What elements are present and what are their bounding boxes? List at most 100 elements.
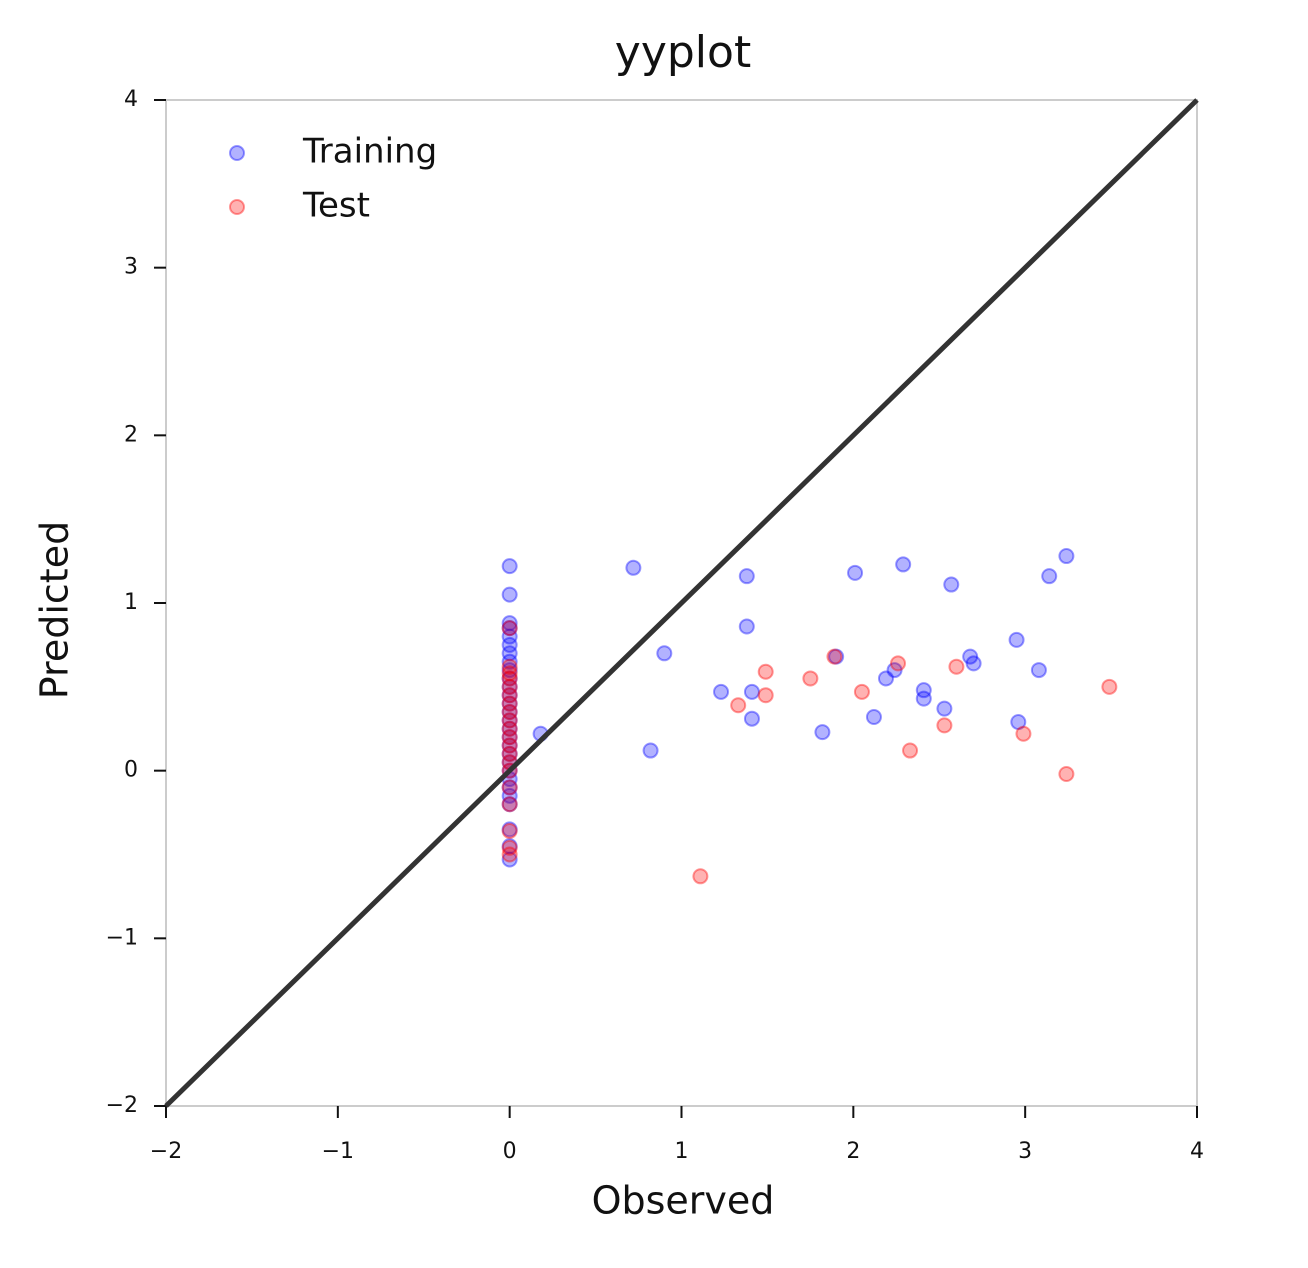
scatter-point: [501, 737, 518, 754]
scatter-point: [743, 683, 760, 700]
scatter-point: [501, 678, 518, 695]
scatter-point: [501, 720, 518, 737]
scatter-point: [501, 720, 518, 737]
scatter-point: [692, 868, 709, 885]
scatter-point: [713, 683, 730, 700]
scatter-point: [936, 700, 953, 717]
scatter-point: [948, 658, 965, 675]
scatter-point: [877, 670, 894, 687]
scatter-point: [1008, 631, 1025, 648]
x-tick-label: 0: [503, 1139, 517, 1164]
scatter-point: [915, 682, 932, 699]
scatter-point: [757, 687, 774, 704]
scatter-point: [1030, 662, 1047, 679]
x-tick-label: 2: [846, 1139, 860, 1164]
scatter-point: [902, 742, 919, 759]
scatter-point: [501, 586, 518, 603]
scatter-point: [501, 703, 518, 720]
scatter-point: [501, 729, 518, 746]
scatter-point: [865, 709, 882, 726]
scatter-point: [757, 663, 774, 680]
x-tick-label: 4: [1190, 1139, 1204, 1164]
y-tick-label: 1: [124, 590, 138, 615]
y-tick-label: 2: [124, 422, 138, 447]
scatter-point: [501, 615, 518, 632]
y-tick-label: −1: [106, 925, 138, 950]
scatter-point: [501, 851, 518, 868]
x-axis-label: Observed: [592, 1179, 775, 1223]
scatter-point: [915, 690, 932, 707]
scatter-point: [501, 653, 518, 670]
scatter-point: [936, 717, 953, 734]
scatter-point: [738, 618, 755, 635]
scatter-point: [501, 779, 518, 796]
scatter-point: [656, 645, 673, 662]
legend-marker: [229, 145, 245, 161]
reference-line: [164, 98, 1199, 1108]
scatter-point: [501, 628, 518, 645]
scatter-point: [828, 648, 845, 665]
scatter-point: [501, 846, 518, 863]
scatter-point: [501, 665, 518, 682]
x-tick-label: 3: [1018, 1139, 1032, 1164]
scatter-point: [1041, 568, 1058, 585]
scatter-point: [501, 662, 518, 679]
scatter-point: [501, 823, 518, 840]
y-tick-label: 0: [124, 758, 138, 783]
scatter-point: [943, 576, 960, 593]
scatter-point: [501, 695, 518, 712]
scatter-point: [501, 796, 518, 813]
scatter-point: [501, 670, 518, 687]
scatter-point: [501, 636, 518, 653]
scatter-point: [895, 556, 912, 573]
scatter-point: [1010, 714, 1027, 731]
scatter-point: [501, 821, 518, 838]
scatter-point: [501, 737, 518, 754]
scatter-point: [501, 687, 518, 704]
scatter-point: [501, 779, 518, 796]
scatter-point: [501, 658, 518, 675]
scatter-point: [1058, 548, 1075, 565]
scatter-point: [501, 645, 518, 662]
legend-label: Training: [302, 132, 437, 172]
scatter-point: [962, 648, 979, 665]
scatter-point: [625, 559, 642, 576]
scatter-point: [738, 568, 755, 585]
x-tick-label: −1: [322, 1139, 354, 1164]
scatter-point: [501, 712, 518, 729]
scatter-point: [501, 729, 518, 746]
scatter-point: [1101, 678, 1118, 695]
scatter-point: [501, 787, 518, 804]
y-axis-label: Predicted: [33, 521, 77, 699]
scatter-point: [1058, 766, 1075, 783]
y-tick-label: 4: [124, 87, 138, 112]
scatter-point: [826, 648, 843, 665]
legend-label: Test: [302, 186, 370, 226]
scatter-point: [501, 620, 518, 637]
scatter-point: [501, 558, 518, 575]
scatter-point: [501, 838, 518, 855]
scatter-point: [501, 670, 518, 687]
scatter-point: [501, 796, 518, 813]
scatter-point: [501, 839, 518, 856]
scatter-point: [501, 678, 518, 695]
scatter-point: [965, 655, 982, 672]
y-tick-label: −2: [106, 1093, 138, 1118]
scatter-point: [501, 745, 518, 762]
scatter-point: [501, 687, 518, 704]
scatter-point: [1015, 725, 1032, 742]
scatter-point: [501, 695, 518, 712]
scatter-point: [501, 712, 518, 729]
x-tick-label: −2: [150, 1139, 182, 1164]
scatter-point: [890, 655, 907, 672]
chart-title: yyplot: [615, 27, 751, 78]
legend-marker: [229, 199, 245, 215]
scatter-point: [743, 710, 760, 727]
scatter-point: [730, 697, 747, 714]
y-tick-label: 3: [124, 255, 138, 280]
scatter-point: [501, 703, 518, 720]
scatter-point: [853, 683, 870, 700]
scatter-point: [814, 724, 831, 741]
scatter-point: [501, 745, 518, 762]
